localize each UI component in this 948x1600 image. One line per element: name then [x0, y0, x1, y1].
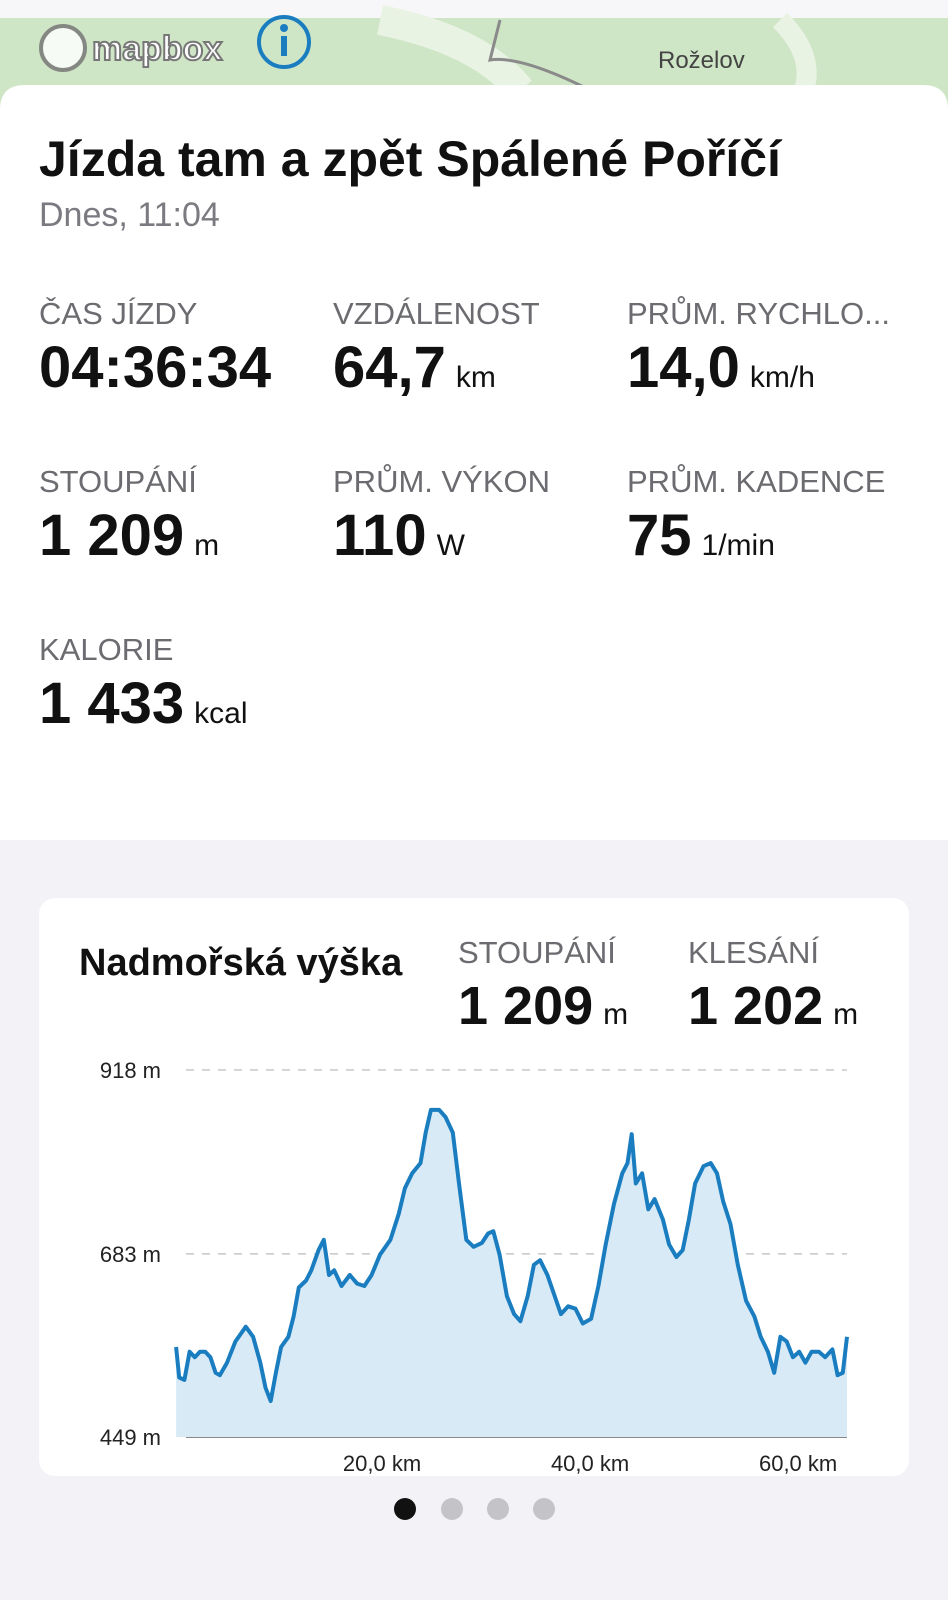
- stat-value-row: 1 209 m: [39, 502, 219, 569]
- chart-summary: STOUPÁNÍ 1 209 m KLESÁNÍ 1 202 m: [440, 935, 872, 1045]
- info-icon: [280, 24, 288, 32]
- stat-unit: 1/min: [701, 529, 775, 562]
- x-tick-label: 20,0 km: [343, 1451, 421, 1476]
- summary-value-row: 1 202 m: [688, 975, 858, 1037]
- stat-unit: km/h: [749, 361, 815, 394]
- stat-label: PRŮM. VÝKON: [333, 464, 551, 499]
- summary-value: 1 209: [458, 976, 594, 1036]
- ride-title: Jízda tam a zpět Spálené Poříčí: [39, 131, 781, 187]
- stat-label: ČAS JÍZDY: [39, 296, 198, 331]
- y-tick-label: 683 m: [100, 1242, 161, 1267]
- summary-value-row: 1 209 m: [458, 975, 628, 1037]
- summary-value: 1 202: [688, 976, 824, 1036]
- stat-value: 1 433: [39, 671, 185, 736]
- summary-unit: m: [603, 998, 629, 1031]
- info-icon: [281, 36, 287, 56]
- chart-title: Nadmořská výška: [79, 942, 403, 984]
- stat-value: 14,0: [627, 335, 740, 400]
- elevation-line: [174, 1107, 849, 1403]
- stat-value-row: 14,0 km/h: [627, 334, 815, 401]
- map: mapbox Roželov: [0, 0, 948, 120]
- stat-unit: W: [436, 529, 465, 562]
- stat-value-row: 1 433 kcal: [39, 670, 248, 737]
- map-road: [487, 19, 591, 92]
- stat-label: KALORIE: [39, 632, 174, 667]
- stat-unit: m: [194, 529, 220, 562]
- page-dot[interactable]: [441, 1498, 463, 1520]
- stat-value: 110: [333, 503, 427, 568]
- stat-value: 64,7: [333, 335, 446, 400]
- stat-value-row: 110 W: [333, 502, 465, 569]
- stat-unit: kcal: [194, 697, 248, 730]
- info-button[interactable]: [257, 15, 311, 69]
- status-strip: [0, 0, 948, 18]
- stat-value: 1 209: [39, 503, 185, 568]
- stat-label: PRŮM. RYCHLO...: [627, 296, 890, 331]
- stat-unit: km: [455, 361, 496, 394]
- page-dot[interactable]: [487, 1498, 509, 1520]
- x-tick-label: 60,0 km: [759, 1451, 837, 1476]
- summary-label: KLESÁNÍ: [688, 935, 819, 970]
- page-dot[interactable]: [533, 1498, 555, 1520]
- elevation-area: [176, 1109, 847, 1437]
- stat-label: VZDÁLENOST: [333, 296, 540, 331]
- stat-label: STOUPÁNÍ: [39, 464, 197, 499]
- stat-value: 04:36:34: [39, 335, 272, 400]
- map-place: Roželov: [658, 47, 745, 74]
- y-tick-label: 918 m: [100, 1058, 161, 1083]
- summary-unit: m: [833, 998, 859, 1031]
- page-dot-active[interactable]: [394, 1498, 416, 1520]
- y-tick-label: 449 m: [100, 1425, 161, 1450]
- mapbox-logo: [39, 24, 87, 72]
- stat-value-row: 64,7 km: [333, 334, 496, 401]
- x-tick-label: 40,0 km: [551, 1451, 629, 1476]
- sheet-top: [0, 85, 948, 120]
- summary-label: STOUPÁNÍ: [458, 935, 616, 970]
- stat-value-row: 75 1/min: [627, 502, 775, 569]
- ride-date: Dnes, 11:04: [39, 196, 220, 234]
- mapbox-brand: mapbox: [92, 30, 222, 68]
- stat-value: 75: [627, 503, 692, 568]
- map-area: [377, 5, 532, 100]
- stat-label: PRŮM. KADENCE: [627, 464, 886, 499]
- summary-panel: [0, 0, 948, 840]
- stat-value-row: 04:36:34: [39, 334, 271, 401]
